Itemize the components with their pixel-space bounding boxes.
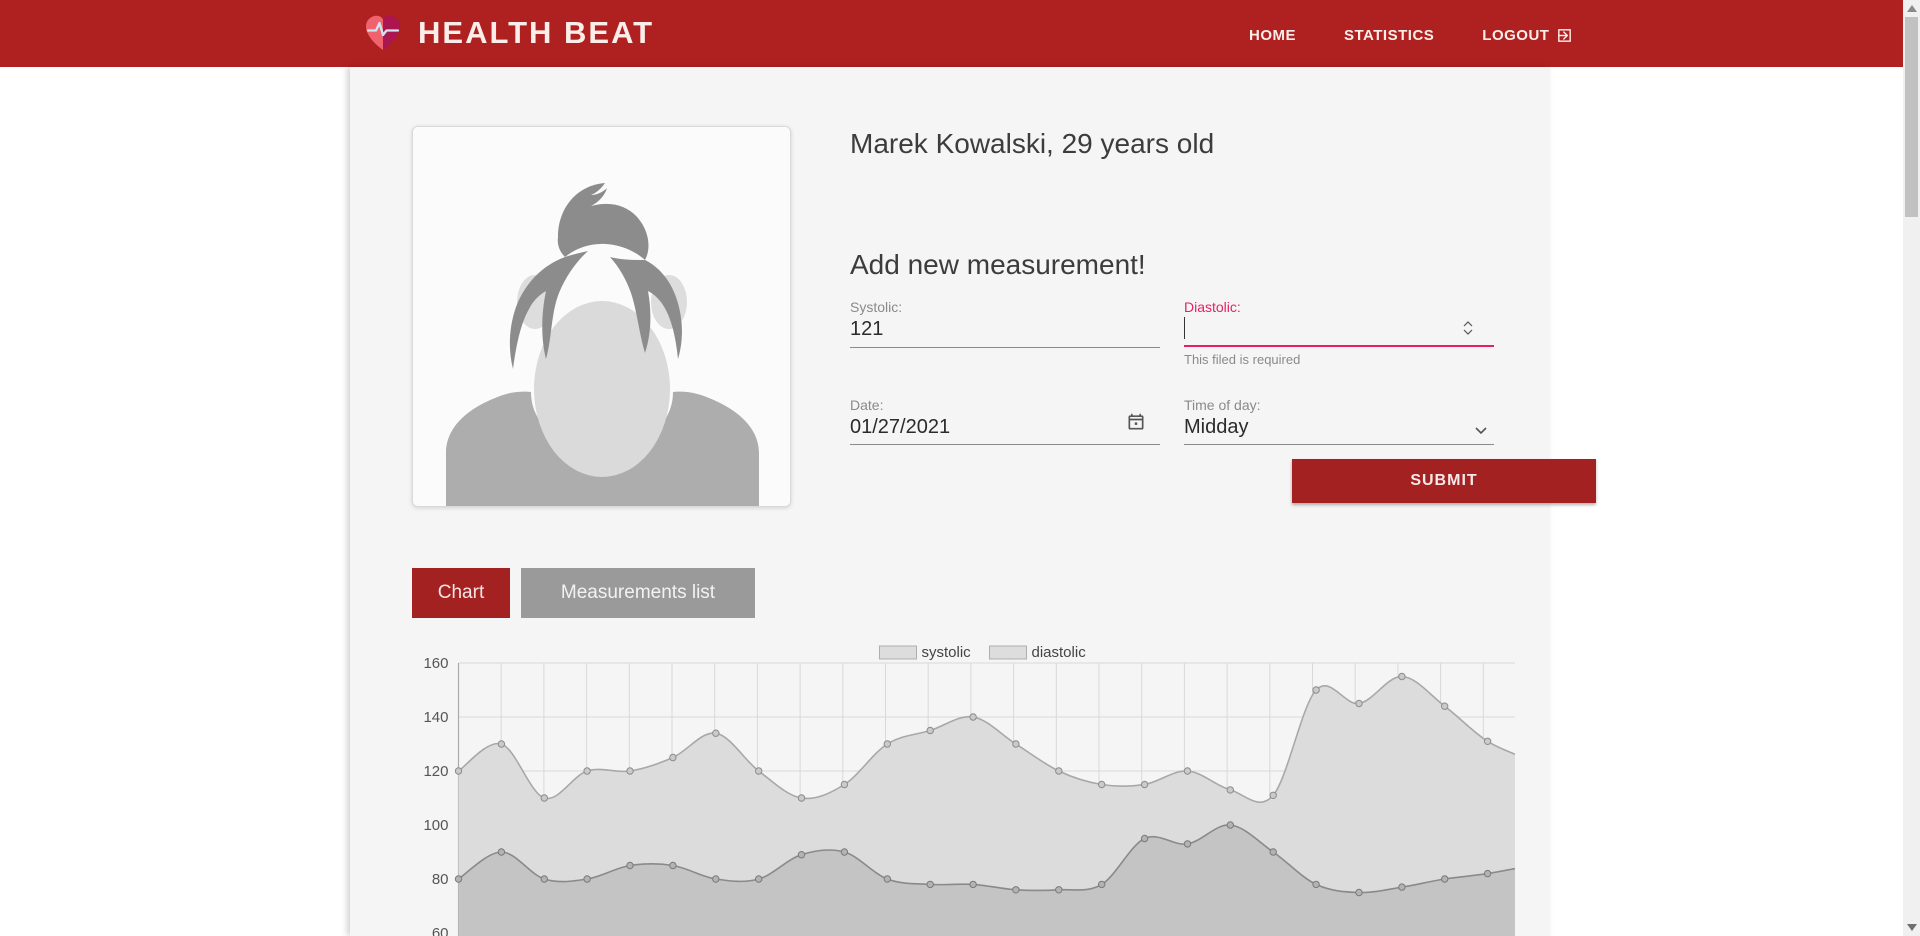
svg-text:diastolic: diastolic bbox=[1032, 644, 1087, 661]
svg-text:100: 100 bbox=[423, 817, 448, 834]
svg-text:140: 140 bbox=[423, 709, 448, 726]
svg-text:80: 80 bbox=[432, 871, 449, 888]
svg-text:120: 120 bbox=[423, 763, 448, 780]
svg-text:160: 160 bbox=[423, 655, 448, 672]
svg-text:systolic: systolic bbox=[922, 644, 972, 661]
svg-text:60: 60 bbox=[432, 925, 449, 936]
